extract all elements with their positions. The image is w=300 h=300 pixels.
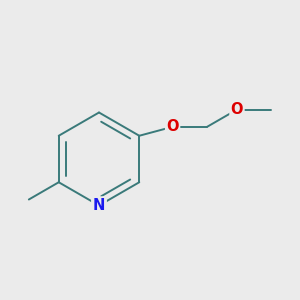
Text: O: O — [231, 102, 243, 117]
Text: N: N — [93, 198, 105, 213]
Text: O: O — [166, 119, 179, 134]
